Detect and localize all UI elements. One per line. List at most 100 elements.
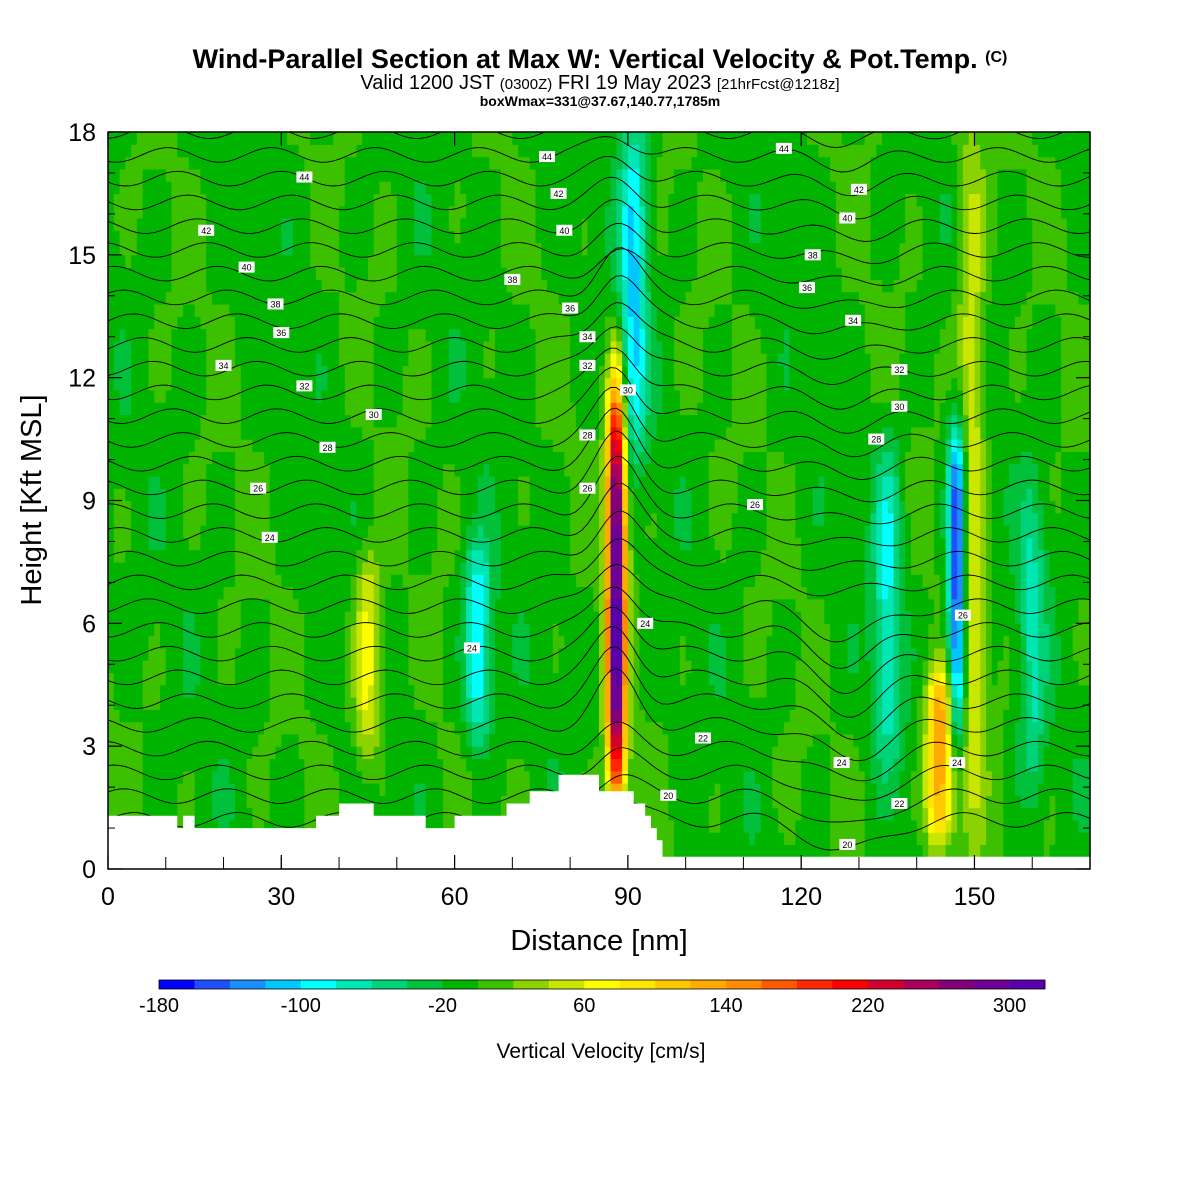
velocity-cell xyxy=(177,709,184,723)
velocity-cell xyxy=(229,746,236,760)
velocity-cell xyxy=(431,783,438,796)
velocity-cell xyxy=(217,316,225,330)
velocity-cell xyxy=(131,733,138,747)
velocity-cell xyxy=(217,340,225,354)
velocity-cell xyxy=(512,181,519,195)
velocity-cell xyxy=(402,672,409,686)
velocity-cell xyxy=(362,795,369,809)
velocity-cell xyxy=(483,279,490,293)
velocity-cell xyxy=(431,451,438,465)
velocity-cell xyxy=(414,721,421,735)
velocity-cell xyxy=(298,783,305,796)
velocity-cell xyxy=(183,561,190,575)
velocity-cell xyxy=(177,475,184,489)
velocity-cell xyxy=(541,488,548,502)
velocity-cell xyxy=(414,795,421,809)
velocity-cell xyxy=(310,316,317,330)
velocity-cell xyxy=(223,181,230,195)
velocity-cell xyxy=(402,205,409,219)
velocity-cell xyxy=(402,807,409,821)
velocity-cell xyxy=(136,353,144,366)
velocity-cell xyxy=(402,426,409,440)
velocity-cell xyxy=(529,254,537,268)
velocity-cell xyxy=(552,340,560,354)
velocity-cell xyxy=(506,230,513,244)
velocity-cell xyxy=(431,316,438,330)
velocity-cell xyxy=(211,402,219,416)
velocity-cell xyxy=(188,132,196,145)
velocity-cell xyxy=(425,340,433,354)
velocity-cell xyxy=(119,316,126,330)
velocity-cell xyxy=(564,230,571,244)
velocity-cell xyxy=(159,389,167,403)
velocity-cell xyxy=(396,611,404,624)
velocity-cell xyxy=(229,303,236,317)
velocity-cell xyxy=(131,500,138,514)
velocity-cell xyxy=(391,132,398,145)
velocity-cell xyxy=(523,328,531,342)
velocity-cell xyxy=(142,181,150,195)
velocity-cell xyxy=(547,267,554,280)
velocity-cell xyxy=(108,328,115,342)
velocity-cell xyxy=(506,144,513,158)
velocity-cell xyxy=(558,267,565,280)
velocity-cell xyxy=(327,758,334,772)
velocity-cell xyxy=(183,635,190,649)
velocity-cell xyxy=(263,144,271,158)
velocity-cell xyxy=(367,598,375,612)
velocity-cell xyxy=(292,328,300,342)
velocity-cell xyxy=(148,168,155,182)
velocity-cell xyxy=(495,193,502,207)
velocity-cell xyxy=(321,144,329,158)
velocity-cell xyxy=(552,783,560,796)
velocity-cell xyxy=(448,795,456,809)
velocity-cell xyxy=(575,672,583,686)
velocity-cell xyxy=(252,267,259,280)
velocity-cell xyxy=(310,770,317,784)
velocity-cell xyxy=(344,783,352,796)
velocity-cell xyxy=(396,402,404,416)
velocity-cell xyxy=(136,365,144,379)
velocity-cell xyxy=(535,328,542,342)
velocity-cell xyxy=(258,414,265,428)
velocity-cell xyxy=(258,500,265,514)
velocity-cell xyxy=(136,316,144,330)
velocity-cell xyxy=(344,353,352,366)
velocity-cell xyxy=(523,291,531,305)
velocity-cell xyxy=(240,684,248,698)
velocity-cell xyxy=(529,561,537,575)
velocity-cell xyxy=(148,537,155,551)
velocity-cell xyxy=(240,635,248,649)
velocity-cell xyxy=(131,598,138,612)
velocity-cell xyxy=(443,426,450,440)
velocity-cell xyxy=(448,168,456,182)
velocity-cell xyxy=(362,660,369,674)
velocity-cell xyxy=(541,746,548,760)
velocity-cell xyxy=(529,279,537,293)
velocity-cell xyxy=(396,168,404,182)
velocity-cell xyxy=(246,697,254,710)
velocity-cell xyxy=(194,525,202,538)
velocity-cell xyxy=(235,561,242,575)
velocity-cell xyxy=(310,684,317,698)
velocity-cell xyxy=(402,168,409,182)
velocity-cell xyxy=(142,389,150,403)
velocity-cell xyxy=(252,660,259,674)
velocity-cell xyxy=(425,684,433,698)
velocity-cell xyxy=(148,316,155,330)
velocity-cell xyxy=(159,611,167,624)
velocity-cell xyxy=(471,156,479,170)
velocity-cell xyxy=(113,770,121,784)
velocity-cell xyxy=(154,279,161,293)
velocity-cell xyxy=(246,500,254,514)
velocity-cell xyxy=(200,488,207,502)
velocity-cell xyxy=(350,303,357,317)
velocity-cell xyxy=(344,316,352,330)
velocity-cell xyxy=(431,475,438,489)
velocity-cell xyxy=(547,439,554,452)
velocity-cell xyxy=(344,230,352,244)
velocity-cell xyxy=(506,353,513,366)
velocity-cell xyxy=(148,328,155,342)
velocity-cell xyxy=(240,439,248,452)
velocity-cell xyxy=(454,340,461,354)
